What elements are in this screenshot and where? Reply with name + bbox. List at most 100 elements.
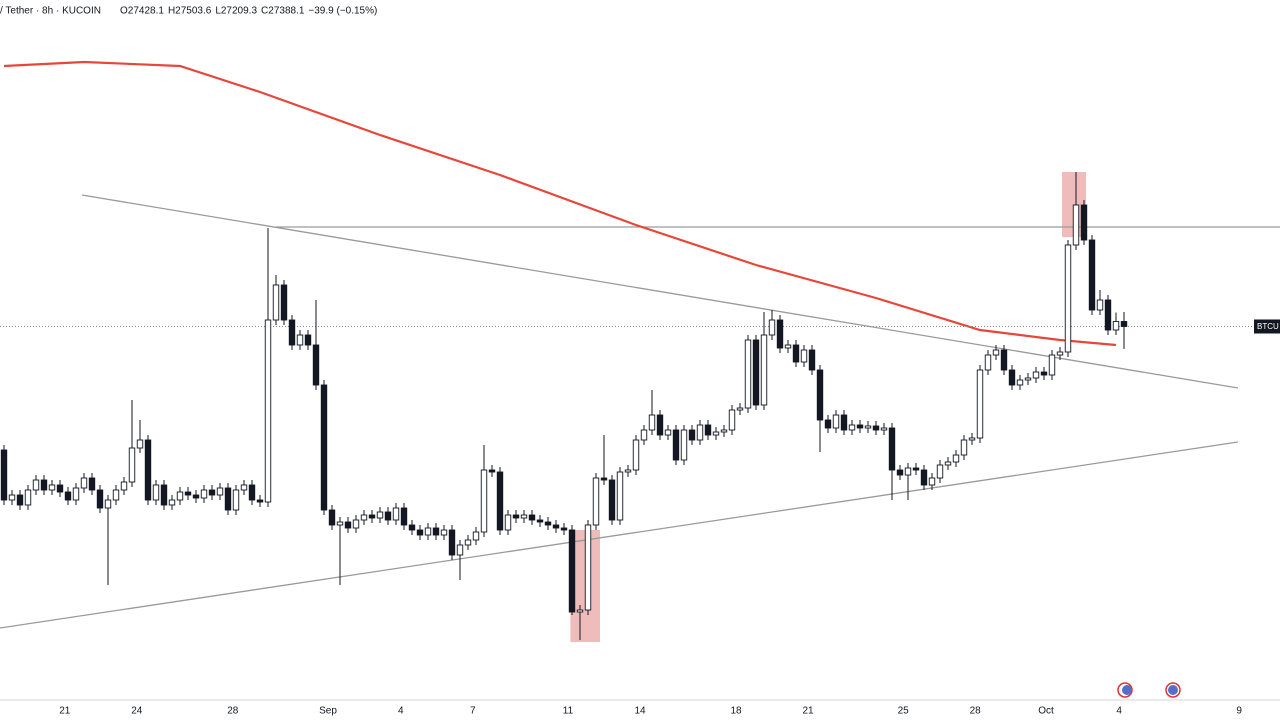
candle-body — [448, 529, 456, 556]
candle-body — [808, 349, 816, 371]
x-tick-label: 28 — [970, 706, 982, 717]
candle-body — [696, 424, 704, 441]
candle-body — [416, 529, 424, 536]
x-tick-label: 4 — [1116, 706, 1122, 717]
candle-body — [728, 409, 736, 431]
candle-body — [16, 494, 24, 506]
ohlc-value: −39.9 (−0.15%) — [308, 6, 377, 17]
candle-body — [632, 439, 640, 471]
candle-body — [280, 284, 288, 321]
candle-body — [104, 499, 112, 509]
candle-body — [856, 424, 864, 429]
candle-body — [1000, 349, 1008, 371]
x-tick-label: 7 — [470, 706, 476, 717]
candle-body — [760, 334, 768, 406]
ohlc-value: O27428.1 — [120, 6, 164, 17]
candle-body — [1008, 369, 1016, 386]
candle-body — [816, 369, 824, 421]
candle-body — [752, 339, 760, 406]
candle-body — [328, 509, 336, 526]
candle-body — [520, 514, 528, 519]
candle-body — [720, 429, 728, 433]
candle-body — [672, 429, 680, 461]
candle-body — [1032, 371, 1040, 379]
candle-body — [296, 334, 304, 346]
candle-body — [48, 484, 56, 491]
candle-body — [600, 477, 608, 481]
candle-body — [8, 494, 16, 501]
candle-body — [616, 471, 624, 521]
candle-body — [1096, 299, 1104, 311]
x-tick-label: 11 — [563, 706, 574, 717]
candle-body — [264, 319, 272, 503]
candle-body — [568, 529, 576, 613]
candle-body — [1040, 371, 1048, 376]
candle-body — [776, 319, 784, 349]
candle-body — [256, 499, 264, 503]
candle-body — [64, 491, 72, 501]
x-tick-label: Oct — [1038, 706, 1054, 717]
x-tick-label: 21 — [802, 706, 814, 717]
candle-body — [384, 511, 392, 521]
candle-body — [24, 489, 32, 506]
candle-body — [912, 467, 920, 471]
candle-body — [936, 464, 944, 479]
candle-body — [512, 514, 520, 519]
line-layer — [0, 60, 1280, 629]
candle-body — [488, 469, 496, 473]
candle-body — [408, 524, 416, 531]
candle-body — [792, 344, 800, 363]
candle-body — [712, 431, 720, 436]
candle-body — [424, 527, 432, 536]
candle-body — [464, 539, 472, 546]
candle-body — [184, 491, 192, 496]
candle-body — [32, 479, 40, 491]
candle-body — [304, 334, 312, 346]
candle-body — [992, 349, 1000, 356]
candle-body — [960, 439, 968, 456]
candle-body — [344, 521, 352, 529]
candle-body — [0, 449, 8, 501]
candle-body — [800, 349, 808, 363]
candle-body — [1048, 354, 1056, 376]
candle-body — [664, 429, 672, 436]
candle-body — [1024, 377, 1032, 381]
candle-body — [472, 531, 480, 541]
candle-body — [432, 527, 440, 536]
candle-body — [160, 484, 168, 506]
candle-body — [312, 344, 320, 386]
candle-body — [968, 437, 976, 441]
x-tick-label: 24 — [131, 706, 143, 717]
event-icon-flag — [1168, 685, 1178, 695]
x-tick-label: Sep — [319, 706, 337, 717]
candle-body — [320, 384, 328, 511]
candle-body — [72, 487, 80, 501]
highlight-layer — [570, 172, 1086, 642]
candle-body — [1112, 321, 1120, 331]
chart-title: / Tether · 8h · KUCOIN — [0, 6, 101, 17]
candle-body — [144, 439, 152, 501]
candle-body — [624, 469, 632, 473]
candle-body — [352, 519, 360, 529]
candle-body — [200, 489, 208, 499]
candle-body — [864, 425, 872, 429]
ohlc-value: L27209.3 — [215, 6, 257, 17]
candle-body — [704, 424, 712, 436]
x-tick-label: 4 — [398, 706, 404, 717]
candle-body — [120, 481, 128, 491]
candle-body — [128, 447, 136, 483]
candle-body — [336, 521, 344, 526]
candle-body — [976, 369, 984, 439]
x-tick-label: 28 — [227, 706, 239, 717]
candle-body — [96, 489, 104, 509]
candle-body — [152, 484, 160, 501]
candle-body — [904, 467, 912, 476]
candle-body — [1056, 351, 1064, 356]
candle-body — [656, 414, 664, 436]
candle-body — [56, 484, 64, 493]
candle-body — [192, 494, 200, 499]
candle-body — [440, 529, 448, 536]
candle-body — [896, 469, 904, 476]
ohlc-value: C27388.1 — [261, 6, 305, 17]
